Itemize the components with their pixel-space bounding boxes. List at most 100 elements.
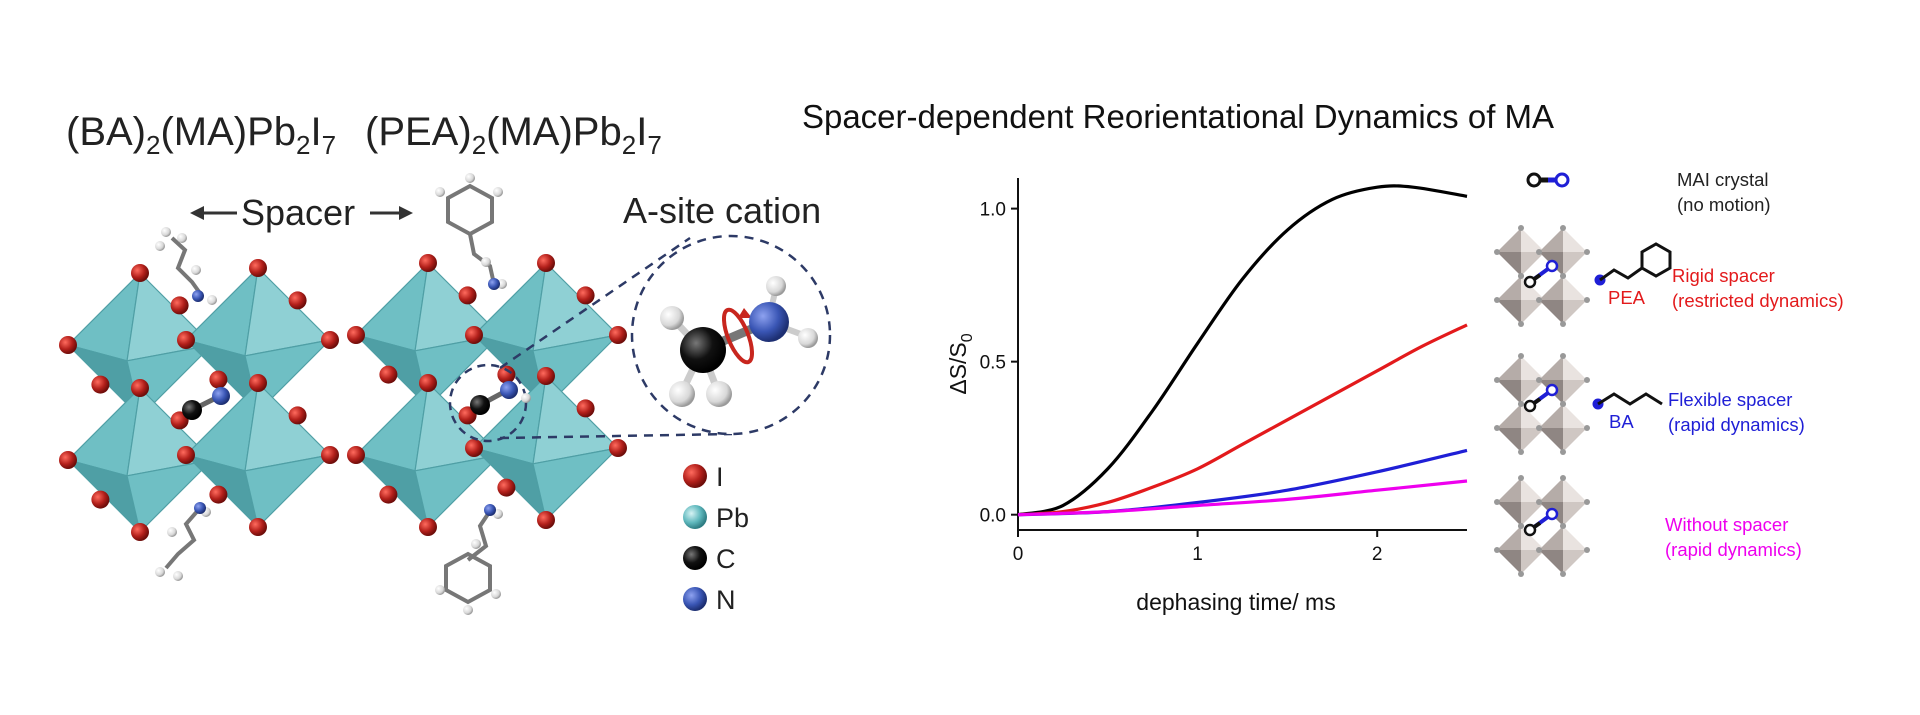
iodine-atom [209,485,228,504]
annotation-label: MAI crystal (no motion) [1677,169,1771,215]
ba-tag: BA [1609,411,1634,432]
hydrogen-atom [155,567,165,577]
octahedra-stack-icons [1494,225,1590,577]
ma-cation-icon [1523,259,1559,289]
iodine-atom [131,523,149,541]
y-tick-label: 1.0 [980,200,1006,221]
annotation-label: Rigid spacer (restricted dynamics) [1672,265,1844,311]
ma-cation-icon [1523,383,1559,413]
iodine-atom [59,336,77,354]
series-line [1017,479,1468,517]
y-tick-label: 0.0 [980,506,1006,527]
iodine-atom [321,331,339,349]
iodine-atom [609,326,627,344]
iodine-atom [379,485,398,504]
iodine-atom [91,375,110,394]
hydrogen-atom [491,589,501,599]
legend-item: Pb [683,503,749,533]
hydrogen-atom [191,265,201,275]
hydrogen-atom [207,295,217,305]
iodine-atom [177,331,195,349]
iodine-atom [288,291,307,310]
ma-cation-large-icon [660,276,818,407]
iodine-atom [131,379,149,397]
legend-swatch [683,505,707,529]
hydrogen-atoms [155,173,507,615]
iodine-atom [609,439,627,457]
annotation-label: Flexible spacer (rapid dynamics) [1668,389,1805,435]
annotations: MAI crystal (no motion) Rigid spacer (restr… [1665,169,1844,560]
hydrogen-atom [493,187,503,197]
iodine-atom [59,451,77,469]
octahedron [177,374,339,536]
hydrogen-atom [463,605,473,615]
iodine-atom [419,254,437,272]
x-tick-label: 1 [1192,544,1203,565]
iodine-atom [576,399,595,418]
series-line [1017,184,1468,517]
x-axis-label: dephasing time/ ms [1136,589,1335,615]
hydrogen-atom [155,241,165,251]
series-line [1017,448,1468,517]
octahedron [465,254,627,416]
iodine-atom [465,326,483,344]
grey-octahedron [1536,273,1590,327]
iodine-atom [131,264,149,282]
legend-label: Pb [716,503,749,533]
pea-spacer-top-icon [446,183,496,285]
hydrogen-atom [435,187,445,197]
hydrogen-atom [161,227,171,237]
perovskite-structure-pea [347,254,627,536]
x-tick-label: 0 [1013,544,1024,565]
legend-swatch [683,464,707,488]
perovskite-structure-ba [59,259,339,541]
hydrogen-atom [173,571,183,581]
phenethylamine-icon [1594,242,1672,286]
legend-item: N [683,585,736,615]
iodine-atom [465,439,483,457]
hydrogen-atom [471,539,481,549]
chart-title: Spacer-dependent Reorientational Dynamic… [802,98,1554,135]
legend-label: I [716,462,724,492]
zoom-line-bottom [499,432,733,440]
iodine-atom [288,406,307,425]
iodine-atom [537,511,555,529]
spacer-arrow-label: Spacer [190,192,413,233]
y-tick-label: 0.5 [980,353,1006,374]
grey-octahedron [1536,401,1590,455]
iodine-atom [249,259,267,277]
iodine-atom [249,518,267,536]
butylamine-spacer-top-icon [170,236,204,298]
zoom-line-top [499,236,691,370]
nitrogen-atom [192,290,204,302]
iodine-atom [177,446,195,464]
iodine-atom [537,367,555,385]
iodine-atom [497,478,516,497]
hydrogen-atom [481,257,491,267]
series-line [1017,323,1468,517]
hydrogen-atom [167,527,177,537]
hydrogen-atom [435,585,445,595]
pea-tag: PEA [1608,287,1646,308]
legend-label: N [716,585,736,615]
grey-octahedron [1536,523,1590,577]
hydrogen-atom [177,233,187,243]
annotation-label: Without spacer (rapid dynamics) [1665,514,1802,560]
y-axis-label: ΔS/S0 [945,333,976,394]
iodine-atom [379,365,398,384]
butylamine-spacer-bottom-icon [164,506,202,570]
ma-cation-icon [1523,507,1559,537]
nitrogen-atom [488,278,500,290]
iodine-atom [170,296,189,315]
formula-pea: (PEA)2(MA)Pb2I7 [365,110,662,160]
iodine-atom [576,286,595,305]
iodine-atom [91,490,110,509]
pea-spacer-bottom-icon [444,506,494,605]
iodine-atom [419,374,437,392]
iodine-atom [321,446,339,464]
legend-swatch [683,587,707,611]
iodine-atom [458,286,477,305]
iodine-atom [347,326,365,344]
grey-octahedron [1536,353,1590,407]
element-legend: I Pb CN [683,462,749,615]
